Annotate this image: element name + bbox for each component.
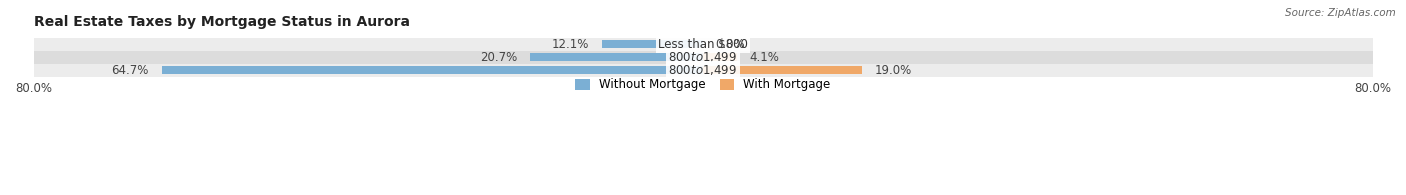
- Bar: [530, 53, 703, 61]
- Legend: Without Mortgage, With Mortgage: Without Mortgage, With Mortgage: [571, 74, 835, 96]
- Bar: [34, 64, 1372, 77]
- Text: Real Estate Taxes by Mortgage Status in Aurora: Real Estate Taxes by Mortgage Status in …: [34, 15, 409, 29]
- Bar: [703, 53, 737, 61]
- Text: 20.7%: 20.7%: [479, 51, 517, 64]
- Bar: [34, 38, 1372, 51]
- Text: 4.1%: 4.1%: [749, 51, 780, 64]
- Text: 12.1%: 12.1%: [551, 38, 589, 51]
- Text: Less than $800: Less than $800: [658, 38, 748, 51]
- Bar: [602, 40, 703, 48]
- Text: 0.0%: 0.0%: [716, 38, 745, 51]
- Text: Source: ZipAtlas.com: Source: ZipAtlas.com: [1285, 8, 1396, 18]
- Bar: [703, 66, 862, 74]
- Text: $800 to $1,499: $800 to $1,499: [668, 50, 738, 64]
- Bar: [162, 66, 703, 74]
- Text: 64.7%: 64.7%: [111, 64, 149, 77]
- Text: 19.0%: 19.0%: [875, 64, 912, 77]
- Text: $800 to $1,499: $800 to $1,499: [668, 63, 738, 77]
- Bar: [34, 51, 1372, 64]
